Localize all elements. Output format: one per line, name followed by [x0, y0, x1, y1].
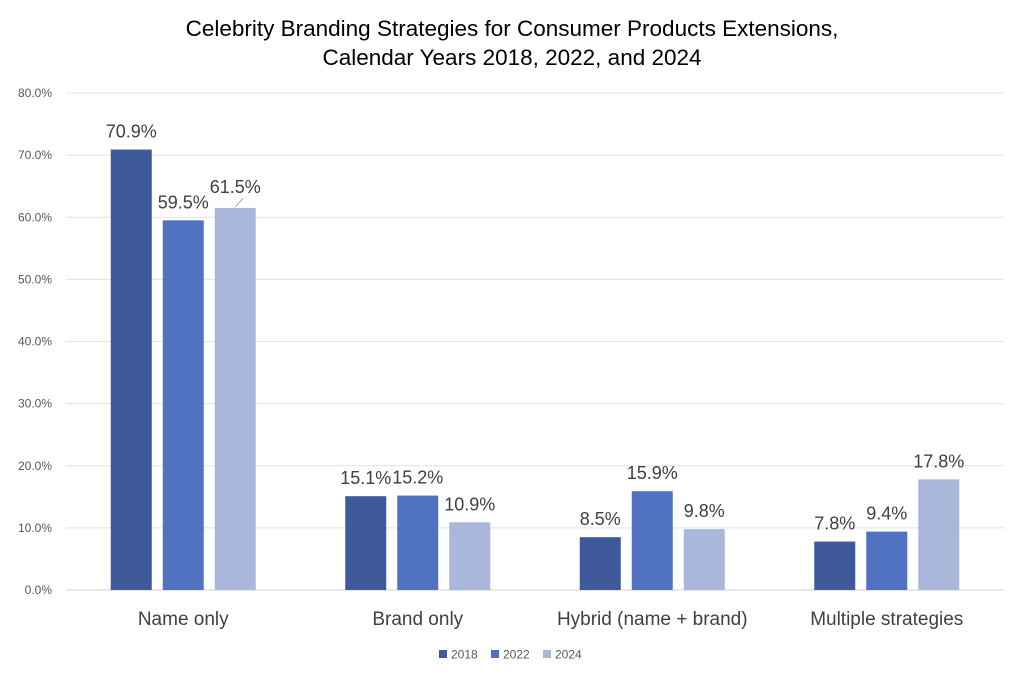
y-tick-label: 30.0% — [18, 397, 52, 411]
y-tick-label: 50.0% — [18, 272, 52, 286]
bar-2024 — [683, 529, 725, 590]
y-tick-label: 40.0% — [18, 335, 52, 349]
data-label: 9.8% — [684, 501, 725, 521]
bar-2022 — [162, 220, 204, 590]
data-label: 15.1% — [340, 468, 391, 488]
legend-label: 2022 — [503, 648, 530, 662]
chart-title: Celebrity Branding Strategies for Consum… — [0, 14, 1024, 72]
data-label: 17.8% — [913, 451, 964, 471]
data-label: 59.5% — [158, 192, 209, 212]
legend-swatch-2022 — [491, 650, 499, 658]
bar-2018 — [814, 541, 856, 590]
data-label: 61.5% — [210, 177, 261, 197]
data-label: 15.2% — [392, 468, 443, 488]
bar-2022 — [397, 495, 439, 590]
x-category-label: Multiple strategies — [810, 609, 963, 630]
bar-2018 — [579, 537, 621, 590]
bar-2024 — [214, 207, 256, 590]
data-label-leader-line — [234, 197, 244, 208]
data-label: 7.8% — [814, 514, 855, 534]
y-tick-label: 20.0% — [18, 459, 52, 473]
legend-swatch-2024 — [543, 650, 551, 658]
bar-2022 — [866, 531, 908, 590]
chart-title-line-1: Celebrity Branding Strategies for Consum… — [185, 16, 839, 41]
y-tick-label: 0.0% — [25, 583, 53, 597]
data-label: 8.5% — [580, 509, 621, 529]
bar-2018 — [345, 496, 387, 590]
y-tick-label: 80.0% — [18, 86, 52, 100]
x-category-label: Brand only — [372, 609, 463, 630]
y-tick-label: 10.0% — [18, 521, 52, 535]
x-category-label: Hybrid (name + brand) — [557, 609, 748, 630]
bar-2024 — [918, 479, 960, 590]
bar-2018 — [110, 149, 152, 590]
bar-2022 — [631, 491, 673, 590]
y-tick-label: 70.0% — [18, 148, 52, 162]
legend-label: 2018 — [451, 648, 478, 662]
data-label: 10.9% — [444, 494, 495, 514]
data-label: 15.9% — [627, 463, 678, 483]
legend-swatch-2018 — [439, 650, 447, 658]
data-label: 9.4% — [866, 504, 907, 524]
y-tick-label: 60.0% — [18, 210, 52, 224]
data-label: 70.9% — [106, 122, 157, 142]
bar-2024 — [449, 522, 491, 590]
x-category-label: Name only — [138, 609, 229, 630]
chart-title-line-2: Calendar Years 2018, 2022, and 2024 — [322, 45, 702, 70]
legend-label: 2024 — [555, 648, 582, 662]
